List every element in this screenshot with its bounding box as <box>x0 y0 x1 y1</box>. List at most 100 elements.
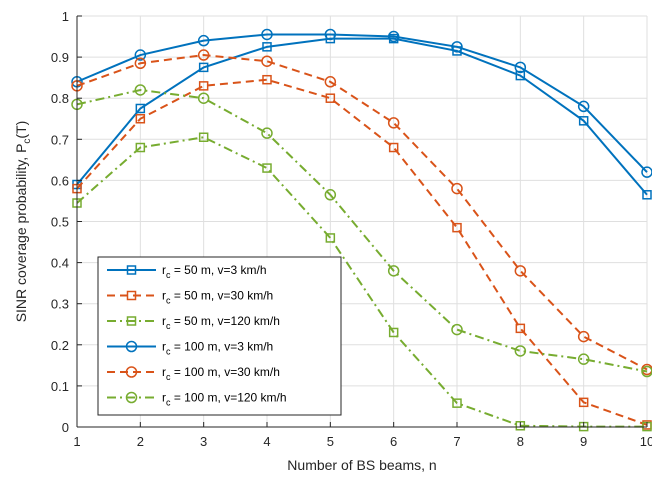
legend-label-prefix: r <box>162 314 166 328</box>
y-axis-label: SINR coverage probability, Pc(T) <box>13 121 33 323</box>
data-point <box>451 182 463 195</box>
y-label-suffix: (T) <box>13 121 29 139</box>
legend-label-rest: = 50 m, v=120 km/h <box>171 314 280 328</box>
legend-label-rest: = 50 m, v=3 km/h <box>171 263 267 277</box>
y-label-main: SINR coverage probability, P <box>13 144 29 323</box>
y-tick-label: 0.8 <box>51 91 69 106</box>
data-point <box>388 142 399 153</box>
x-tick-label: 1 <box>73 434 80 449</box>
legend-label-rest: = 100 m, v=120 km/h <box>171 391 287 405</box>
data-point <box>135 103 146 114</box>
legend-label-prefix: r <box>162 340 166 354</box>
data-point <box>578 397 589 408</box>
x-tick-label: 5 <box>327 434 334 449</box>
series-line <box>76 136 647 428</box>
y-tick-label: 0.9 <box>51 50 69 65</box>
y-tick-label: 0.4 <box>51 256 69 271</box>
data-point <box>325 93 336 103</box>
legend-label: rc = 50 m, v=3 km/h <box>162 263 267 280</box>
data-point <box>134 57 147 70</box>
y-tick-label: 0.3 <box>51 297 69 312</box>
legend-entry-6: rc = 100 m, v=120 km/h <box>107 391 287 408</box>
legend-label: rc = 100 m, v=3 km/h <box>162 340 273 357</box>
data-point <box>452 222 462 233</box>
series-4 <box>71 28 652 178</box>
series-layer <box>71 28 652 432</box>
series-line <box>76 33 648 173</box>
data-point <box>134 84 147 96</box>
data-point <box>388 327 399 338</box>
data-point <box>198 81 209 91</box>
data-point <box>387 265 400 277</box>
data-point <box>324 189 337 201</box>
data-point <box>197 49 210 61</box>
data-point <box>262 42 272 52</box>
data-point <box>452 398 462 408</box>
data-point <box>641 365 652 378</box>
axes <box>76 15 648 428</box>
legend-marker <box>126 265 137 275</box>
series-line <box>76 54 648 371</box>
data-point <box>515 323 526 334</box>
data-point <box>324 28 337 41</box>
data-point <box>577 330 590 343</box>
legend-label: rc = 50 m, v=30 km/h <box>162 289 273 306</box>
data-point <box>515 70 526 81</box>
data-point <box>578 116 589 126</box>
legend-label-prefix: r <box>162 391 166 405</box>
data-point <box>577 100 590 113</box>
legend: rc = 50 m, v=3 km/hrc = 50 m, v=30 km/hr… <box>97 256 342 416</box>
data-point <box>261 28 273 41</box>
legend-label-rest: = 100 m, v=3 km/h <box>171 340 274 354</box>
y-tick-label: 0.1 <box>51 379 69 394</box>
y-label-subscript: c <box>22 139 33 144</box>
x-axis-label: Number of BS beams, n <box>287 457 436 473</box>
data-point <box>642 190 652 200</box>
legend-entry-2: rc = 50 m, v=30 km/h <box>107 289 273 306</box>
legend-label-subscript: c <box>166 296 171 306</box>
data-point <box>451 323 463 336</box>
legend-label-subscript: c <box>166 321 171 331</box>
x-tick-label: 6 <box>390 434 397 449</box>
x-tick-label: 10 <box>640 434 652 449</box>
tick-labels: 1 2 3 4 5 6 7 8 9 10 0 0.1 0.2 0.3 0.4 0.5 0.6 0.7 0.8 0.9 1 <box>51 9 652 449</box>
x-tick-label: 9 <box>580 434 587 449</box>
data-point <box>387 117 400 129</box>
x-tick-label: 7 <box>453 434 460 449</box>
legend-label: rc = 50 m, v=120 km/h <box>162 314 280 331</box>
data-point <box>261 127 273 139</box>
y-tick-label: 0.6 <box>51 173 69 188</box>
data-point <box>451 41 463 53</box>
y-tick-label: 1 <box>62 9 69 24</box>
legend-entry-1: rc = 50 m, v=3 km/h <box>107 263 267 280</box>
x-tick-label: 8 <box>517 434 524 449</box>
data-point <box>514 265 527 277</box>
series-3 <box>72 132 652 432</box>
legend-label-prefix: r <box>162 365 166 379</box>
legend-label: rc = 100 m, v=30 km/h <box>162 365 280 382</box>
y-tick-label: 0.2 <box>51 338 69 353</box>
series-line <box>76 37 648 196</box>
data-point <box>197 34 210 47</box>
data-point <box>514 61 527 74</box>
legend-entry-4: rc = 100 m, v=3 km/h <box>107 340 273 357</box>
data-point <box>325 233 336 243</box>
legend-marker <box>125 340 138 353</box>
legend-label-subscript: c <box>166 398 171 408</box>
series-5 <box>71 49 652 376</box>
x-tick-label: 2 <box>137 434 144 449</box>
legend-marker <box>125 391 138 404</box>
legend-label-subscript: c <box>166 372 171 382</box>
y-tick-label: 0 <box>62 420 69 435</box>
data-point <box>514 345 527 357</box>
legend-marker <box>126 316 137 326</box>
data-point <box>262 74 272 85</box>
data-point <box>515 421 526 431</box>
y-tick-label: 0.7 <box>51 132 69 147</box>
data-point <box>197 92 210 104</box>
legend-label-subscript: c <box>166 347 171 357</box>
data-point <box>135 142 146 153</box>
legend-label: rc = 100 m, v=120 km/h <box>162 391 287 408</box>
y-tick-label: 0.5 <box>51 215 69 230</box>
